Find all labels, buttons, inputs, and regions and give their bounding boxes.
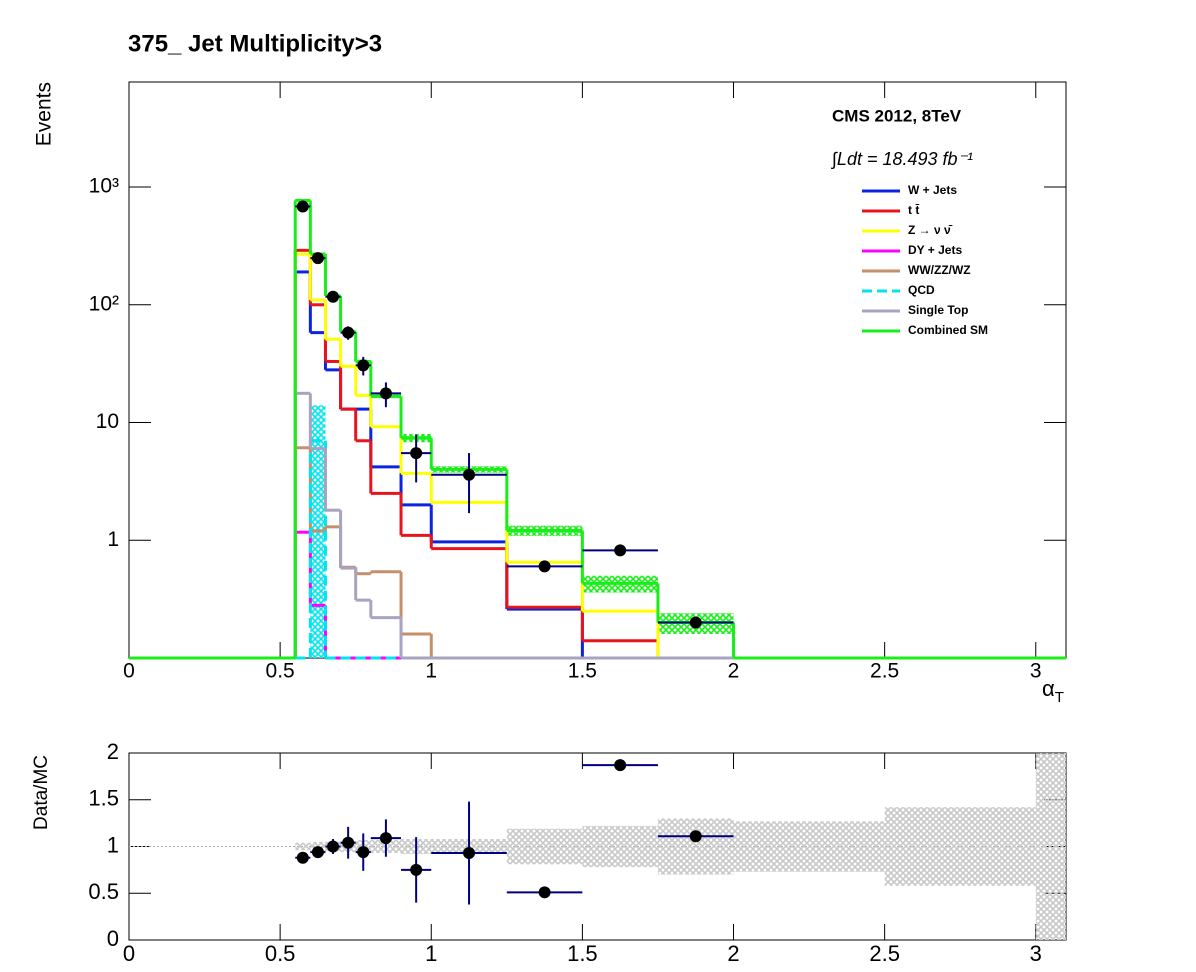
x-axis-title: αT [1042,676,1064,706]
chart-title: 375_ Jet Multiplicity>3 [128,30,382,57]
data-point [342,836,355,849]
uncertainty-band [657,818,734,875]
data-point [538,886,551,899]
legend-label: W + Jets [908,183,957,197]
x-tick-label: 2.5 [870,660,899,683]
uncertainty-band [582,825,658,868]
data-point [342,326,355,339]
data-point [311,252,324,265]
data-point [538,560,551,573]
x-tick-label: 2.5 [869,941,900,966]
x-tick-label: 0.5 [266,660,295,683]
annotation: CMS 2012, 8TeV [832,106,962,125]
uncertainty-band [733,821,885,872]
x-tick-label: 0 [123,941,135,966]
y-tick-label: 1 [107,832,119,857]
uncertainty-band [884,807,1036,886]
data-point [296,851,309,864]
x-tick-label: 3 [1030,941,1042,966]
data-point [689,616,702,629]
x-tick-label: 1 [425,941,437,966]
y-tick-label: 0 [107,926,119,951]
x-axis-subscript: T [1055,689,1064,706]
y-tick-label: 2 [107,739,119,764]
y-tick-label: 1.5 [88,786,119,811]
data-point [357,846,370,859]
x-tick-label: 1.5 [567,941,598,966]
legend-label: Single Top [908,303,968,317]
data-point [311,846,324,859]
y-tick-label: 1 [107,528,119,551]
data-point [463,468,476,481]
y-tick-label: 0.5 [88,879,119,904]
data-point [296,200,309,213]
data-point [379,387,392,400]
legend-label: QCD [908,283,935,297]
x-tick-label: 0.5 [265,941,296,966]
y-tick-label: 10 [96,410,119,433]
legend-label: Combined SM [908,323,988,337]
x-tick-label: 3 [1030,660,1042,683]
x-tick-label: 1.5 [568,660,597,683]
legend-label: DY + Jets [908,243,962,257]
y-tick-label: 10² [89,292,119,315]
uncertainty-band [295,842,311,851]
data-point [379,832,392,845]
uncertainty-band [1035,753,1066,940]
annotation: ∫Ldt = 18.493 fb⁻¹ [830,149,973,169]
x-tick-label: 0 [123,660,135,683]
data-point [614,544,627,557]
data-point [327,290,340,303]
data-point [327,840,340,853]
y-axis-title: Data/MC [31,755,52,830]
data-point [614,759,627,772]
data-point [463,847,476,860]
uncertainty-band [506,828,583,865]
x-tick-label: 2 [728,660,740,683]
data-point [689,830,702,843]
data-point [410,863,423,876]
data-point [410,447,423,460]
x-tick-label: 2 [727,941,739,966]
x-tick-label: 1 [425,660,437,683]
legend-label: WW/ZZ/WZ [908,263,971,277]
y-tick-label: 10³ [89,175,119,198]
legend-label: Z → ν ν̄ [908,223,953,237]
data-point [357,359,370,372]
legend-label: t t̄ [908,203,919,217]
x-axis-symbol: α [1042,676,1055,701]
y-axis-title: Events [33,82,56,146]
